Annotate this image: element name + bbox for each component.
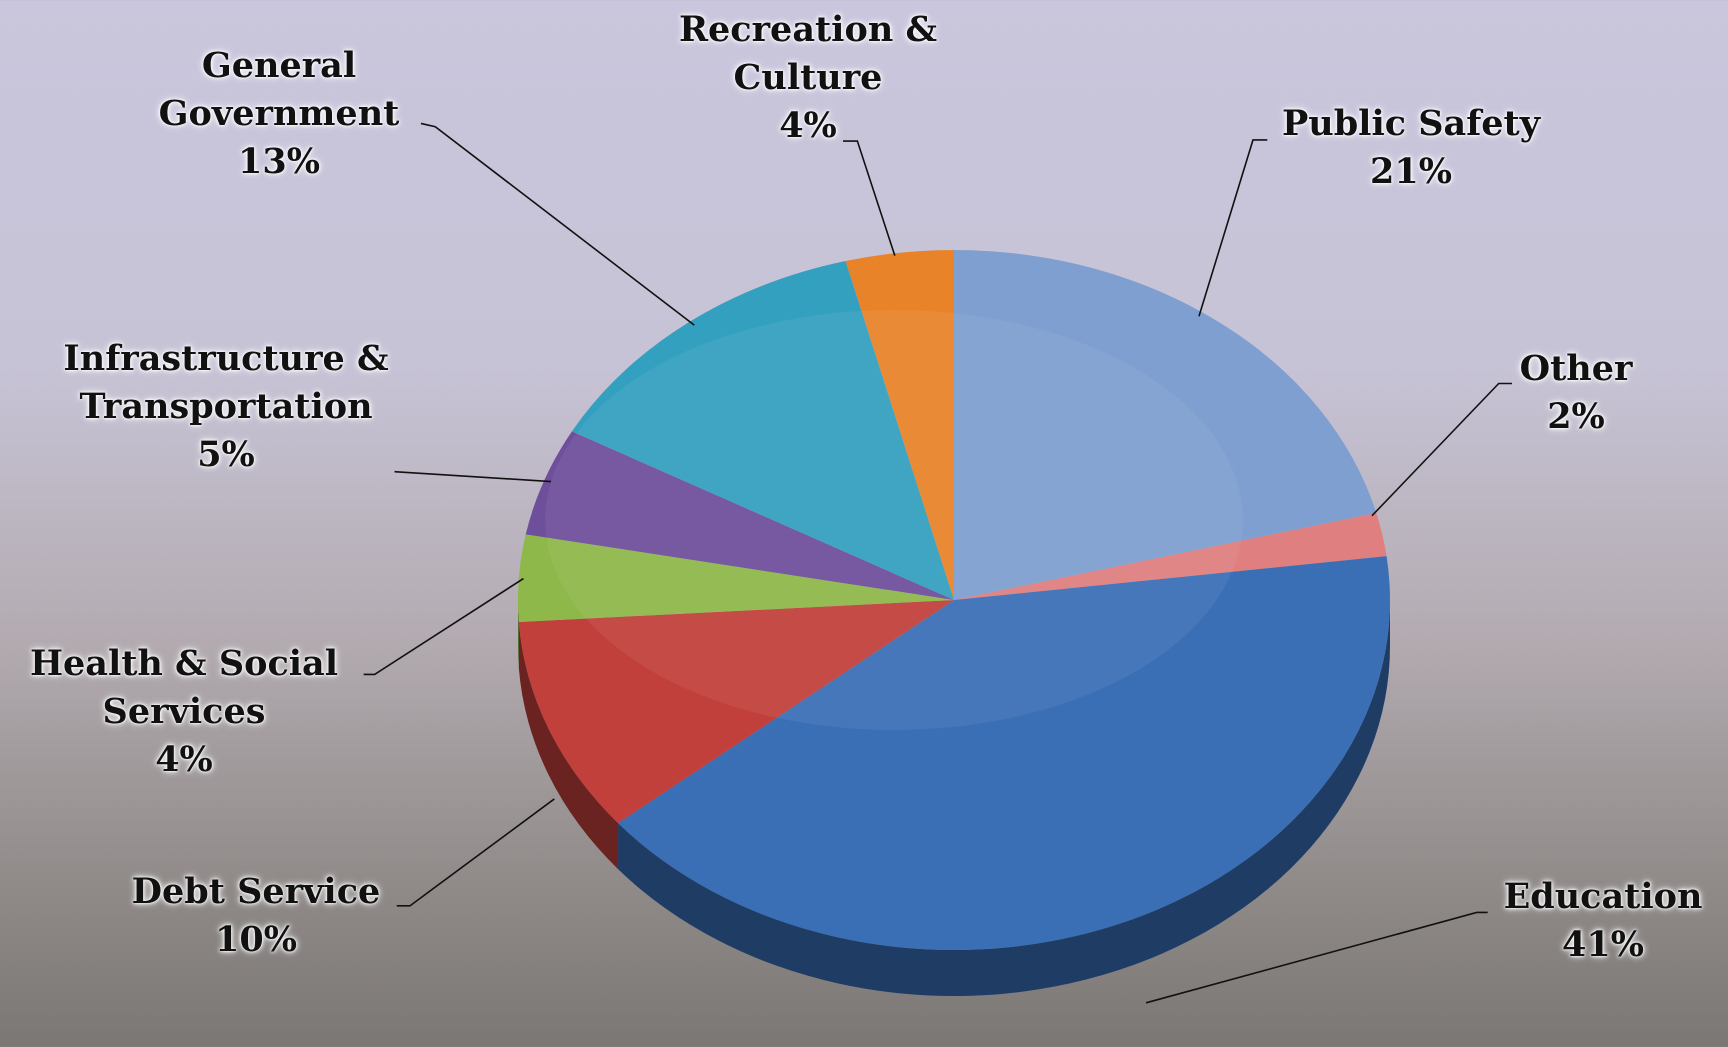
slice [518, 534, 954, 622]
slice-side-shade [518, 621, 619, 870]
value-label: 5% [197, 434, 255, 475]
slice-label: Debt Service 10% [56, 868, 456, 964]
leader-line [363, 577, 524, 676]
slice-side-shade [618, 600, 1390, 997]
category-label: Other [1519, 348, 1633, 389]
slice-label: Public Safety 21% [1201, 100, 1621, 196]
slice-side-shade [518, 600, 519, 668]
leader-line [1145, 911, 1488, 1004]
category-label: General Government [158, 45, 400, 134]
slice-label: Education 41% [1453, 873, 1728, 969]
value-label: 2% [1547, 396, 1605, 437]
slice [845, 250, 954, 600]
value-label: 4% [779, 105, 837, 146]
value-label: 13% [238, 141, 320, 182]
slice-label: Recreation & Culture 4% [643, 6, 973, 150]
slice-side [518, 600, 519, 668]
slice [525, 431, 954, 600]
leader-line [843, 140, 896, 256]
leader-line [396, 798, 555, 907]
category-label: Health & Social Services [29, 643, 339, 732]
leader-line [1198, 139, 1268, 317]
slice-label: General Government 13% [119, 42, 439, 186]
value-label: 21% [1370, 151, 1452, 192]
slice-side [618, 600, 1390, 997]
pie-sheen [545, 310, 1243, 730]
slice [618, 556, 1390, 950]
slice-label: Health & Social Services 4% [0, 640, 369, 784]
category-label: Recreation & Culture [678, 9, 938, 98]
slice-side [518, 621, 619, 870]
category-label: Debt Service [131, 871, 381, 912]
value-label: 41% [1562, 924, 1644, 965]
leader-line [1371, 382, 1512, 517]
leader-line [394, 470, 552, 483]
slice [518, 600, 954, 824]
value-label: 4% [155, 739, 213, 780]
slice [954, 250, 1377, 600]
value-label: 10% [215, 919, 297, 960]
slice [571, 260, 954, 600]
category-label: Education [1503, 876, 1703, 917]
leader-line [420, 122, 695, 326]
slice [954, 512, 1387, 600]
category-label: Public Safety [1281, 103, 1541, 144]
category-label: Infrastructure & Transportation [63, 338, 389, 427]
slice-label: Other 2% [1476, 345, 1676, 441]
slice-label: Infrastructure & Transportation 5% [51, 335, 401, 479]
